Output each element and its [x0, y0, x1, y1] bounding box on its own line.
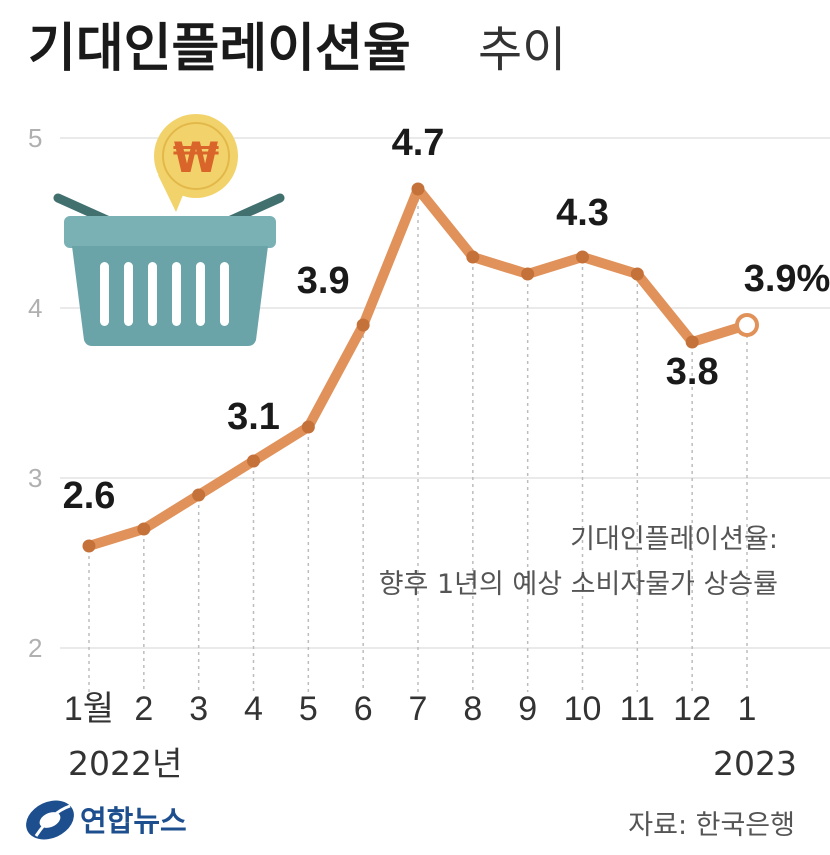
- x-tick-label: 1월: [64, 690, 114, 728]
- x-axis-ticks: 1월 2 3 4 5 6 7 8 9 10 11 12 1: [64, 690, 757, 728]
- x-tick-label: 8: [463, 690, 482, 728]
- data-point: [411, 182, 425, 196]
- x-tick-label: 4: [244, 690, 263, 728]
- x-tick-label: 9: [518, 690, 537, 728]
- logo-text: 연합뉴스: [80, 804, 187, 838]
- data-point: [301, 420, 315, 434]
- data-point-latest: [735, 313, 759, 337]
- data-point: [356, 318, 370, 332]
- data-point: [466, 250, 480, 264]
- ytick-label-2: 2: [28, 633, 42, 663]
- illustration: ₩: [53, 114, 285, 346]
- won-coin-icon: ₩: [154, 114, 238, 212]
- data-point: [576, 250, 589, 264]
- data-label: 3.1: [227, 396, 280, 438]
- data-point: [521, 267, 535, 281]
- data-label: 3.9%: [744, 258, 830, 300]
- definition-note-line2: 향후 1년의 예상 소비자물가 상승률: [379, 569, 778, 600]
- data-markers: [82, 182, 759, 553]
- x-tick-label: 12: [673, 690, 711, 728]
- data-label: 4.7: [392, 122, 445, 164]
- shopping-basket-icon: [53, 193, 285, 346]
- data-label: 2.6: [63, 475, 116, 517]
- x-tick-label: 10: [564, 690, 602, 728]
- source-credit: 자료: 한국은행: [628, 810, 795, 841]
- x-tick-label: 5: [299, 690, 318, 728]
- definition-note-line1: 기대인플레이션율:: [570, 524, 778, 555]
- data-point: [192, 488, 206, 502]
- vertical-guides: [88, 199, 748, 692]
- year-label-2022: 2022년: [68, 744, 182, 783]
- chart-title: 기대인플레이션율: [28, 19, 411, 79]
- x-tick-label: 3: [189, 690, 208, 728]
- year-label-2023: 2023: [713, 744, 797, 783]
- x-tick-label: 11: [620, 690, 655, 728]
- coin-symbol: ₩: [173, 133, 219, 182]
- data-label: 3.9: [297, 260, 350, 302]
- data-point: [247, 454, 260, 468]
- x-tick-label: 1: [738, 690, 757, 728]
- data-point: [685, 335, 699, 349]
- x-tick-label: 2: [134, 690, 153, 728]
- data-label: 3.8: [666, 351, 719, 393]
- ytick-label-3: 3: [28, 463, 42, 493]
- data-point: [630, 267, 644, 281]
- x-tick-label: 6: [354, 690, 373, 728]
- data-point: [137, 522, 151, 536]
- x-tick-label: 7: [409, 690, 428, 728]
- ytick-label-5: 5: [28, 123, 42, 153]
- data-label: 4.3: [556, 192, 609, 234]
- yonhap-logo: 연합뉴스: [26, 800, 187, 840]
- data-point: [82, 539, 96, 553]
- chart-subtitle: 추이: [478, 22, 566, 78]
- data-labels: 2.6 3.1 3.9 4.7 4.3 3.8 3.9%: [63, 122, 830, 517]
- ytick-label-4: 4: [28, 293, 42, 323]
